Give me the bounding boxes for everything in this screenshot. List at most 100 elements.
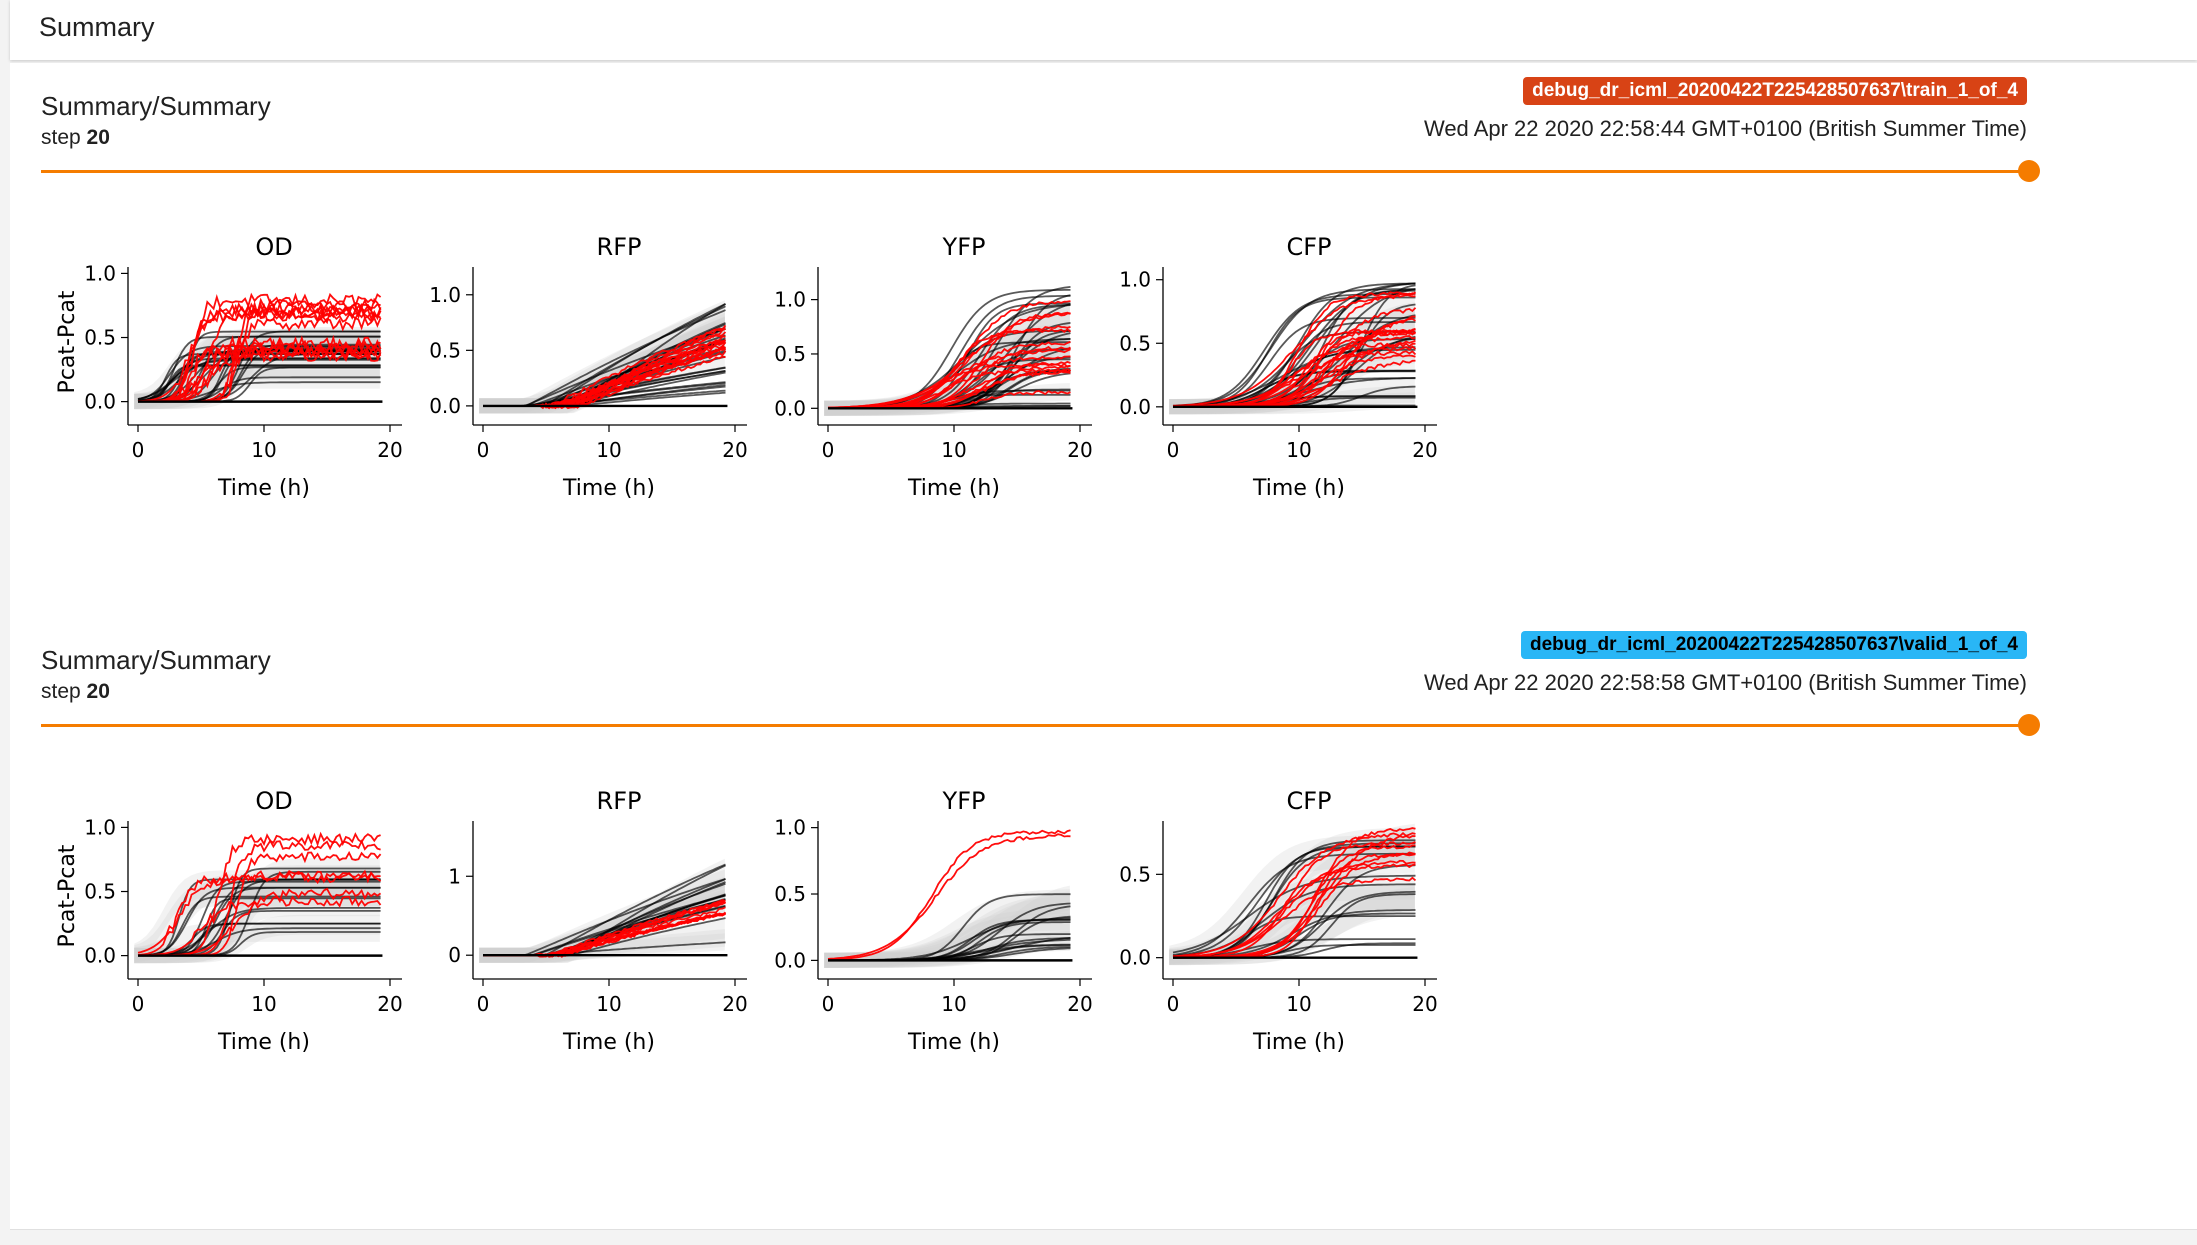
step-slider-track[interactable]	[41, 724, 2029, 727]
y-tick-label: 1.0	[84, 261, 116, 285]
y-tick-label: 1.0	[429, 283, 461, 307]
subplot-title: YFP	[942, 233, 986, 261]
subplot-rfp: RFP 0 10 20 0 1 Time (h)	[448, 787, 747, 1055]
subplot-title: CFP	[1286, 787, 1331, 815]
uncertainty-band	[824, 889, 1070, 968]
uncertainty-band	[134, 858, 380, 964]
observed-line	[1172, 292, 1416, 407]
y-tick-label: 0.5	[1119, 331, 1151, 355]
y-tick-label: 0.0	[84, 390, 116, 414]
x-tick-label: 20	[377, 992, 402, 1016]
observed-line	[138, 307, 382, 403]
subplot-title: CFP	[1286, 233, 1331, 261]
posterior-line	[1172, 288, 1416, 407]
x-tick-label: 10	[596, 992, 621, 1016]
uncertainty-band	[1169, 829, 1415, 965]
y-tick-label: 0	[448, 943, 461, 967]
panel-tag: Summary/Summary	[41, 645, 271, 675]
y-tick-label: 0.5	[429, 338, 461, 362]
x-tick-label: 10	[941, 438, 966, 462]
step-slider-track[interactable]	[41, 170, 2029, 173]
subplot-title: RFP	[597, 787, 642, 815]
y-tick-label: 1.0	[774, 288, 806, 312]
x-tick-label: 0	[477, 438, 490, 462]
x-tick-label: 20	[722, 992, 747, 1016]
observed-line	[137, 871, 382, 956]
category-title: Summary	[39, 12, 155, 42]
observed-line	[827, 829, 1071, 961]
x-axis-label: Time (h)	[217, 476, 310, 501]
uncertainty-band	[824, 895, 1070, 968]
x-axis-label: Time (h)	[562, 476, 655, 501]
x-tick-label: 10	[941, 992, 966, 1016]
image-card-list: Summary/Summary step 20 debug_dr_icml_20…	[10, 63, 2197, 1230]
x-tick-label: 20	[1412, 438, 1437, 462]
x-axis-label: Time (h)	[562, 1030, 655, 1055]
uncertainty-band	[1169, 886, 1415, 966]
y-tick-label: 0.5	[774, 882, 806, 906]
y-tick-label: 0.0	[774, 396, 806, 420]
y-tick-label: 0.5	[774, 342, 806, 366]
x-tick-label: 0	[1167, 992, 1180, 1016]
image-panel-train: Summary/Summary step 20 debug_dr_icml_20…	[10, 77, 2070, 611]
subplot-cfp: CFP 0 10 20 0.0 0.5 Time (h)	[1119, 787, 1438, 1055]
posterior-line	[137, 907, 381, 957]
uncertainty-band	[479, 891, 725, 963]
y-tick-label: 0.0	[1119, 395, 1151, 419]
y-tick-label: 1.0	[84, 815, 116, 839]
x-tick-label: 0	[822, 438, 835, 462]
subplot-od: OD 0 10 20 0.0 0.5 1.0 Time (h) Pcat-Pcat	[55, 787, 403, 1055]
subplot-cfp: CFP 0 10 20 0.0 0.5 1.0 Time (h)	[1119, 233, 1438, 501]
posterior-line	[1172, 874, 1416, 954]
y-tick-label: 0.0	[429, 394, 461, 418]
category-header[interactable]: Summary	[10, 0, 2197, 60]
uncertainty-band	[479, 303, 725, 414]
step-value: 20	[86, 126, 110, 149]
uncertainty-band	[479, 300, 725, 414]
step-slider-thumb[interactable]	[2018, 160, 2040, 182]
x-tick-label: 10	[251, 992, 276, 1016]
run-chip: debug_dr_icml_20200422T225428507637\trai…	[1523, 77, 2027, 105]
x-tick-label: 20	[1412, 992, 1437, 1016]
subplot-title: OD	[255, 787, 292, 815]
y-tick-label: 0.0	[84, 944, 116, 968]
x-axis-label: Time (h)	[1252, 1030, 1345, 1055]
posterior-line	[138, 364, 381, 403]
uncertainty-band	[134, 881, 380, 961]
posterior-line	[138, 330, 381, 403]
x-tick-label: 10	[596, 438, 621, 462]
uncertainty-band	[479, 317, 725, 414]
posterior-line	[137, 357, 381, 402]
y-tick-label: 0.5	[1119, 862, 1151, 886]
observed-line	[827, 833, 1071, 960]
x-axis-label: Time (h)	[907, 476, 1000, 501]
observed-line	[827, 355, 1071, 409]
run-chip: debug_dr_icml_20200422T225428507637\vali…	[1521, 631, 2027, 659]
observed-line	[1172, 832, 1416, 958]
uncertainty-band	[824, 913, 1070, 968]
x-tick-label: 0	[477, 992, 490, 1016]
y-axis-label: Pcat-Pcat	[55, 290, 80, 393]
x-tick-label: 20	[377, 438, 402, 462]
step-slider-thumb[interactable]	[2018, 714, 2040, 736]
x-tick-label: 0	[132, 438, 145, 462]
observed-line	[1173, 345, 1417, 408]
step-label: step	[41, 126, 81, 149]
panel-step: step 20	[41, 126, 110, 150]
x-tick-label: 0	[822, 992, 835, 1016]
uncertainty-band	[479, 317, 725, 414]
step-value: 20	[86, 680, 110, 703]
posterior-line	[1172, 282, 1416, 407]
observed-line	[137, 343, 382, 403]
observed-line	[137, 895, 382, 957]
uncertainty-band	[824, 323, 1070, 416]
posterior-line	[137, 358, 381, 400]
x-axis-label: Time (h)	[1252, 476, 1345, 501]
y-tick-label: 1.0	[1119, 268, 1151, 292]
uncertainty-band	[1169, 827, 1415, 965]
y-tick-label: 0.0	[1119, 946, 1151, 970]
uncertainty-band	[134, 866, 380, 964]
